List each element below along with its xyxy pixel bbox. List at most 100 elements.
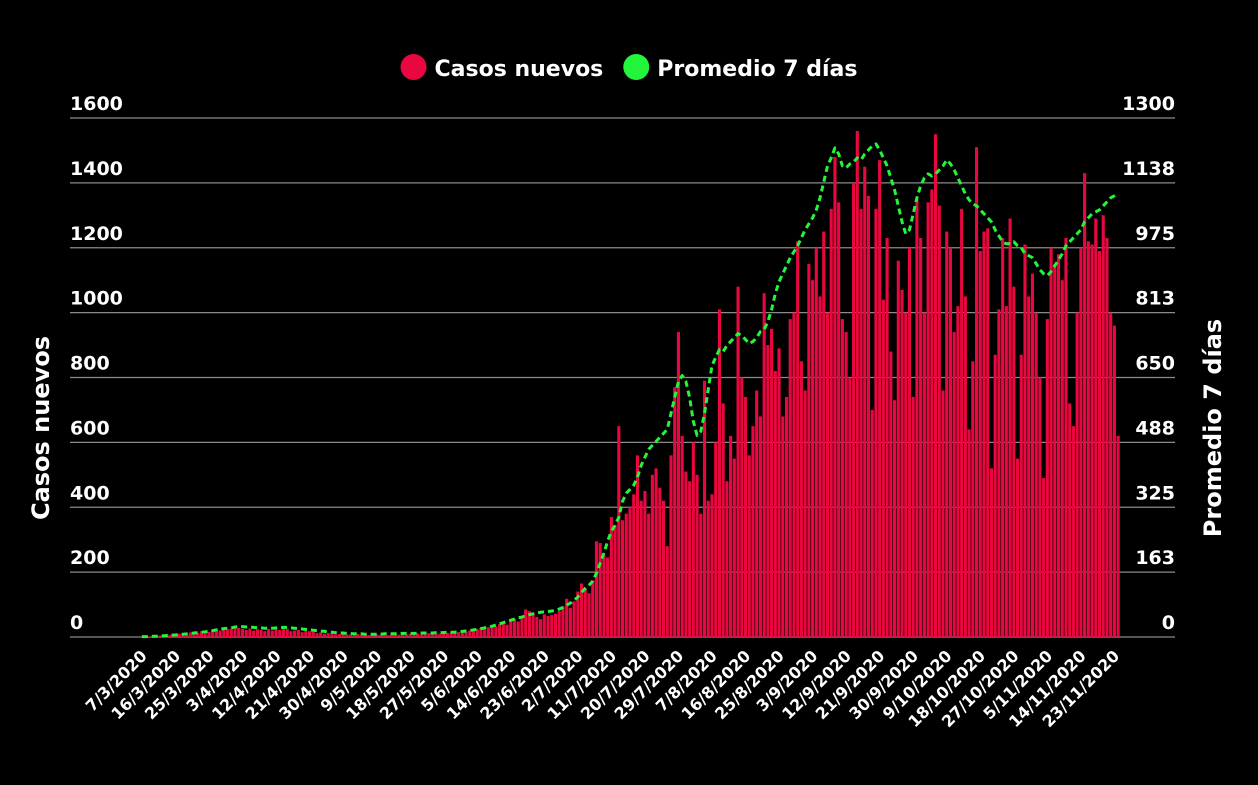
bar [397, 634, 401, 637]
bar [941, 390, 945, 637]
bar [211, 629, 215, 637]
y2-tick-label: 1138 [1122, 158, 1175, 180]
bar [237, 627, 241, 637]
bar [259, 629, 263, 637]
legend-marker [400, 54, 427, 80]
bar [822, 231, 826, 637]
bar [1008, 218, 1012, 637]
bar [214, 628, 218, 637]
bar [911, 396, 915, 637]
bar [624, 513, 628, 637]
bar [717, 309, 721, 637]
bar [833, 156, 837, 638]
bar [479, 627, 483, 637]
bar [848, 377, 852, 637]
bar [326, 633, 330, 637]
bar [404, 634, 408, 637]
bar [512, 619, 517, 637]
bar [766, 345, 770, 637]
bar [792, 312, 796, 637]
bar [915, 199, 919, 637]
bar [378, 634, 382, 637]
bar [669, 455, 673, 637]
bar [673, 387, 677, 637]
bar [919, 238, 923, 638]
bar [710, 494, 714, 637]
bar [531, 612, 535, 637]
bar [293, 630, 297, 637]
bar [814, 247, 818, 637]
bar [889, 351, 893, 637]
bar [1079, 247, 1083, 637]
bar [207, 631, 211, 637]
bar [572, 601, 576, 637]
bar [620, 520, 625, 637]
bar [386, 635, 390, 637]
bar [825, 312, 830, 637]
bar [725, 481, 729, 637]
bar [222, 627, 226, 637]
bar [598, 542, 602, 637]
bar [870, 409, 874, 637]
bar [989, 468, 994, 637]
bar [229, 628, 233, 637]
y2-tick-label: 650 [1135, 353, 1175, 375]
bar [799, 361, 803, 637]
bar [1094, 218, 1098, 637]
bar [319, 632, 323, 637]
bar [553, 613, 558, 637]
bar [971, 361, 975, 637]
bar [840, 319, 844, 637]
bar [680, 435, 684, 637]
bar [591, 580, 595, 637]
bar [345, 634, 349, 637]
bar [837, 202, 841, 637]
bar [412, 634, 416, 637]
bar [602, 555, 606, 637]
legend: Casos nuevos Promedio 7 días [400, 54, 857, 82]
bar [505, 624, 509, 637]
bar [773, 371, 777, 637]
legend-label: Promedio 7 días [657, 57, 857, 82]
bar [1053, 263, 1057, 637]
bar [892, 400, 897, 637]
bar [617, 426, 621, 637]
bar [844, 332, 848, 637]
bar [751, 426, 755, 637]
bar [855, 130, 859, 637]
bar [579, 583, 584, 637]
bar [576, 591, 580, 637]
bar [1097, 250, 1102, 637]
bar [643, 491, 647, 637]
bar [1068, 403, 1072, 637]
bar [289, 631, 293, 637]
bar [311, 631, 315, 637]
bar [457, 632, 461, 637]
bar [732, 458, 736, 637]
bar [337, 634, 341, 637]
bar [248, 628, 252, 637]
bar [546, 615, 550, 637]
bar [527, 611, 531, 637]
bar [1049, 247, 1053, 637]
bar [781, 416, 785, 637]
bar [747, 455, 751, 637]
bar [188, 632, 192, 637]
bar [945, 231, 949, 637]
bar [714, 442, 718, 637]
bar [341, 634, 345, 637]
bar [762, 293, 766, 637]
bar [453, 633, 457, 637]
bar [755, 390, 759, 637]
bar [501, 622, 505, 637]
y2-tick-label: 813 [1135, 288, 1175, 310]
y-tick-label: 1000 [70, 288, 123, 310]
bar [471, 629, 476, 637]
bar [852, 182, 856, 637]
bar [743, 396, 748, 637]
bar [628, 507, 632, 637]
bar [389, 634, 394, 637]
bar [1019, 354, 1023, 637]
bar [300, 632, 304, 637]
bar [1116, 435, 1120, 637]
